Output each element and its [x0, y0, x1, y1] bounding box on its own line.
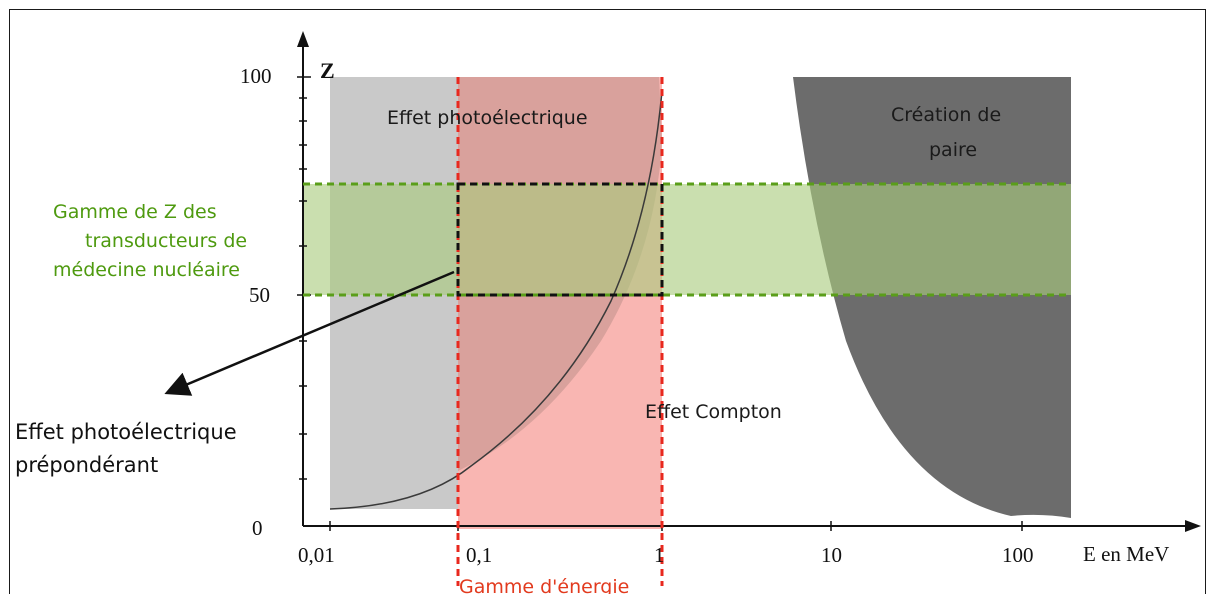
- y-axis-title: Z: [320, 58, 335, 83]
- photoelectric-boundary-curve: [329, 90, 663, 510]
- diagram-frame: Z E en MeV 100 50 0 0,01 0,1 1 10 100 Ef…: [9, 9, 1206, 594]
- x-axis-arrow: [1185, 520, 1201, 532]
- z-range-band: [303, 184, 1071, 295]
- y-tick-label-50: 50: [249, 283, 270, 307]
- pair-creation-label-line2: paire: [929, 139, 977, 161]
- x-axis-title: E en MeV: [1083, 542, 1169, 566]
- z-range-label-line1: Gamme de Z des: [53, 201, 217, 223]
- z-range-label-line2: transducteurs de: [85, 230, 247, 252]
- x-tick-label-100: 100: [1002, 543, 1034, 567]
- dominant-label-line2: prépondérant: [15, 453, 158, 477]
- y-tick-label-100: 100: [240, 64, 272, 88]
- energy-range-label: Gamme d'énergie: [459, 576, 629, 594]
- dominant-pointer-arrow: [164, 270, 455, 396]
- pair-creation-label-line1: Création de: [891, 104, 1001, 126]
- y-axis-arrow: [297, 31, 309, 47]
- x-tick-label-001: 0,01: [298, 543, 335, 567]
- y-tick-label-0: 0: [252, 516, 263, 540]
- dominant-zone-box: [456, 182, 664, 297]
- z-range-label-line3: médecine nucléaire: [53, 259, 240, 281]
- photoelectric-label: Effet photoélectrique: [387, 107, 588, 129]
- y-axis-ticks: [297, 76, 311, 480]
- dominant-label-line1: Effet photoélectrique: [15, 420, 237, 444]
- x-tick-label-1: 1: [654, 543, 665, 567]
- x-tick-label-10: 10: [821, 543, 842, 567]
- interaction-diagram: Z E en MeV 100 50 0 0,01 0,1 1 10 100 Ef…: [15, 31, 1201, 594]
- x-tick-label-01: 0,1: [466, 543, 492, 567]
- compton-label: Effet Compton: [645, 401, 782, 423]
